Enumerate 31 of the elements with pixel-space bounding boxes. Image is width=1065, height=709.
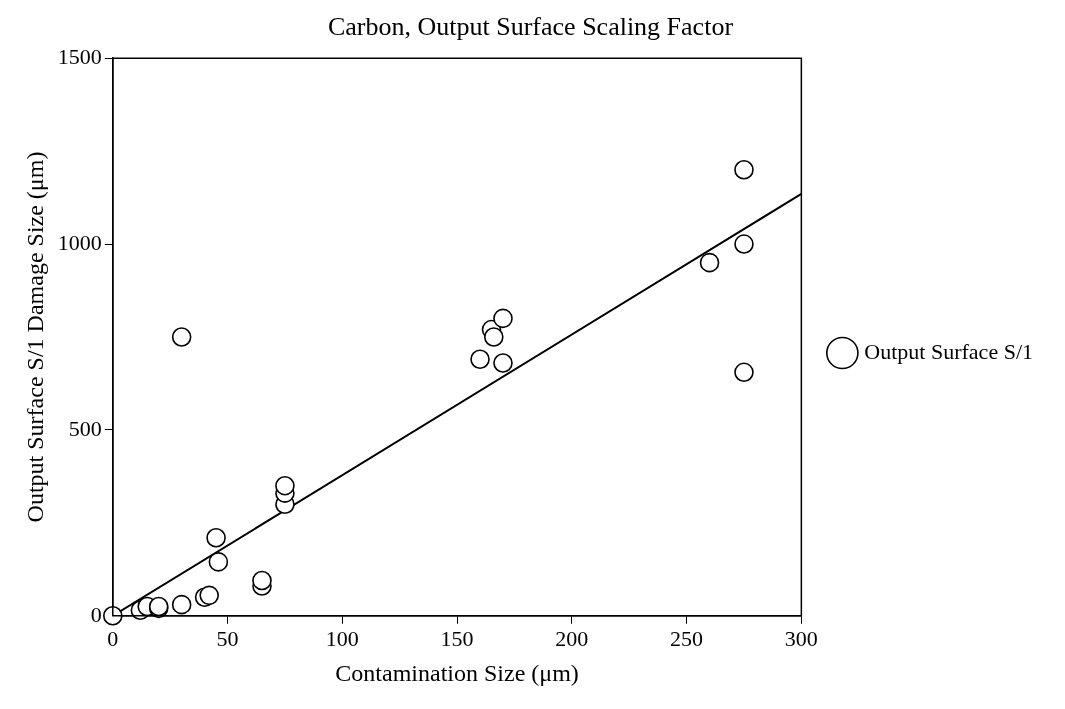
point (493, 308, 513, 329)
y-tick-label: 1000 (57, 229, 102, 255)
legend-label: Output Surface S/1 (864, 338, 1034, 364)
point (470, 349, 490, 370)
chart-title: Carbon, Output Surface Scaling Factor (327, 12, 734, 42)
point (252, 570, 272, 591)
point (199, 585, 219, 606)
x-tick-label: 300 (784, 625, 818, 651)
point (171, 327, 192, 347)
y-tick-label: 0 (90, 601, 102, 627)
point (734, 159, 754, 180)
x-tick-label: 250 (670, 625, 704, 651)
x-axis-title: Contamination Size (μm) (335, 659, 579, 686)
point (484, 327, 504, 347)
point (734, 234, 754, 254)
point (171, 594, 192, 615)
x-tick-label: 50 (216, 625, 239, 651)
x-tick-label: 200 (555, 625, 589, 651)
x-tick-label: 100 (325, 625, 359, 651)
point (493, 353, 513, 373)
x-tick-label: 150 (440, 625, 474, 651)
point (208, 552, 229, 572)
x-tick-label: 0 (107, 625, 119, 651)
point (699, 252, 720, 273)
y-axis-title: Output Surface S/1 Damage Size (μm) (21, 151, 48, 523)
point (275, 475, 295, 496)
y-tick-label: 1500 (57, 43, 102, 69)
y-tick-label: 500 (68, 415, 102, 441)
point (206, 527, 226, 548)
point (103, 606, 123, 626)
point (734, 362, 754, 383)
